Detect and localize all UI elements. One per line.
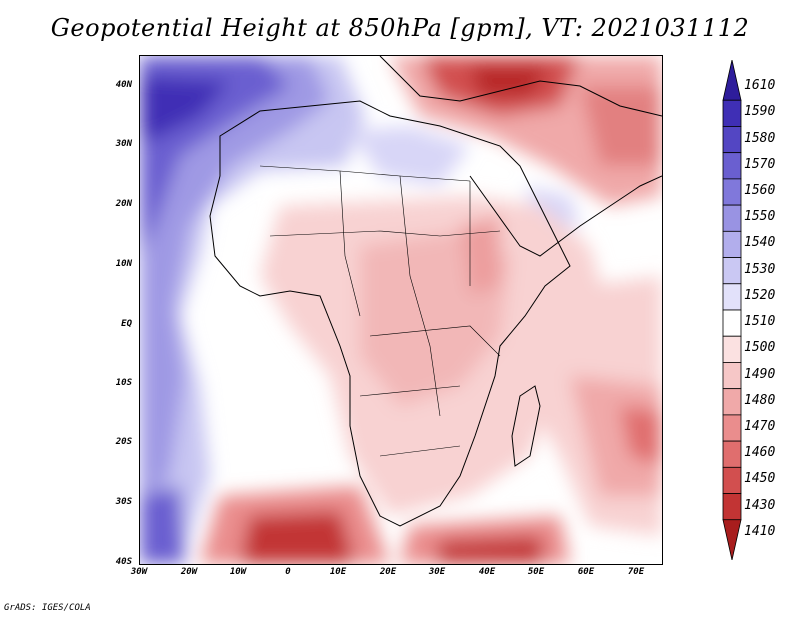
lon-label-50e: 50E (527, 567, 545, 577)
colorbar-label: 1530 (744, 261, 776, 277)
colorbar-label: 1430 (744, 497, 776, 513)
colorbar-label: 1570 (744, 156, 776, 172)
colorbar-label: 1550 (744, 209, 776, 225)
lon-label-20e: 20E (379, 567, 397, 577)
colorbar-label: 1480 (744, 392, 776, 408)
colorbar-swatch (722, 126, 742, 154)
lon-label-20w: 20W (180, 567, 198, 577)
colorbar-swatch (722, 257, 742, 285)
colorbar-label: 1540 (744, 235, 776, 251)
lon-label-10w: 10W (229, 567, 247, 577)
colorbar-swatch (722, 152, 742, 180)
country-borders (259, 165, 501, 457)
colorbar-swatch (722, 283, 742, 311)
colorbar-label: 1580 (744, 130, 776, 146)
lon-label-10e: 10E (329, 567, 347, 577)
lon-label-40e: 40E (478, 567, 496, 577)
colorbar-swatch (722, 60, 742, 101)
colorbar-swatch (722, 362, 742, 390)
height-field-map (140, 56, 662, 564)
chart-title: Geopotential Height at 850hPa [gpm], VT:… (50, 14, 750, 42)
colorbar-swatch (722, 178, 742, 206)
colorbar-swatch (722, 204, 742, 232)
height-field-shading (140, 56, 662, 564)
lat-label-40s: 40S (115, 557, 132, 567)
footer-credit: GrADS: IGES/COLA (4, 603, 91, 613)
map-frame (139, 55, 663, 565)
lat-label-40n: 40N (115, 80, 132, 90)
lon-label-30e: 30E (428, 567, 446, 577)
colorbar-swatch (722, 388, 742, 416)
colorbar-label: 1460 (744, 445, 776, 461)
colorbar-label: 1590 (744, 104, 776, 120)
colorbar-label: 1410 (744, 523, 776, 539)
lat-label-30n: 30N (115, 139, 132, 149)
colorbar-label: 1500 (744, 340, 776, 356)
lat-label-30s: 30S (115, 497, 132, 507)
lon-label-0: 0 (285, 567, 291, 577)
lon-label-70e: 70E (627, 567, 645, 577)
colorbar-swatch (722, 309, 742, 337)
lat-label-10s: 10S (115, 378, 132, 388)
colorbar-swatch (722, 519, 742, 560)
colorbar (722, 60, 742, 560)
colorbar-swatch (722, 493, 742, 521)
colorbar-swatch (722, 466, 742, 494)
colorbar-label: 1510 (744, 314, 776, 330)
colorbar-label: 1490 (744, 366, 776, 382)
colorbar-label: 1470 (744, 419, 776, 434)
colorbar-swatch (722, 440, 742, 468)
lon-label-60e: 60E (577, 567, 595, 577)
colorbar-label: 1560 (744, 183, 776, 198)
colorbar-swatch (722, 414, 742, 442)
lon-label-30w: 30W (130, 567, 148, 577)
colorbar-swatch (722, 335, 742, 363)
colorbar-label: 1610 (744, 78, 776, 94)
colorbar-swatch (722, 99, 742, 127)
lat-label-20s: 20S (115, 437, 132, 447)
lat-label-eq: EQ (121, 319, 132, 329)
lat-label-10n: 10N (115, 259, 132, 269)
colorbar-label: 1450 (744, 471, 776, 487)
colorbar-label: 1520 (744, 287, 776, 303)
coastline (209, 56, 662, 527)
lat-label-20n: 20N (115, 199, 132, 209)
colorbar-swatch (722, 230, 742, 258)
